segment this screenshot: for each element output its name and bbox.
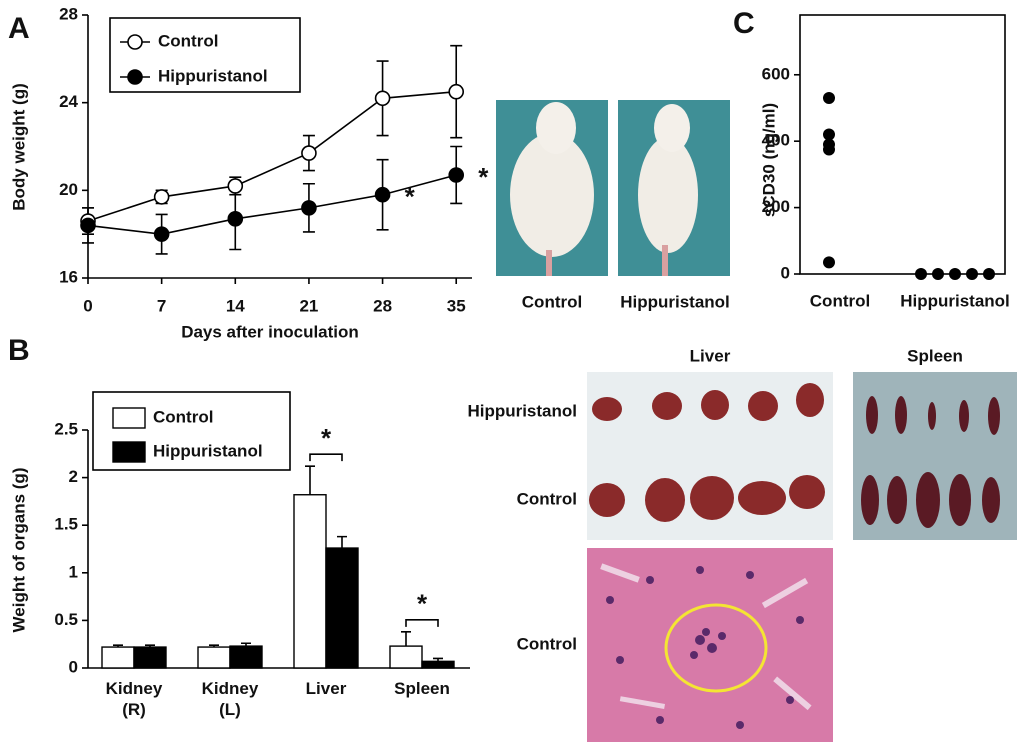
y-tick-label: 0.5	[54, 610, 78, 629]
x-tick-label: Spleen	[394, 679, 450, 698]
x-tick-label: 7	[157, 296, 166, 315]
data-point	[823, 92, 835, 105]
spleen-photo	[853, 372, 1017, 540]
legend-box	[92, 391, 291, 471]
x-tick-label: Control	[810, 291, 870, 310]
significance-bracket	[309, 453, 343, 462]
y-tick-label: 200	[762, 197, 790, 216]
y-tick-label: 1.5	[54, 515, 78, 534]
photo-label: Control	[522, 292, 582, 311]
data-point	[448, 167, 465, 183]
y-tick-label: 400	[762, 131, 790, 150]
error-bar	[401, 631, 411, 647]
data-point	[823, 256, 835, 269]
y-tick-label: 20	[59, 180, 78, 199]
data-point	[448, 83, 465, 100]
data-point	[374, 90, 391, 107]
legend-marker	[127, 69, 143, 85]
y-tick-label: 2	[69, 467, 78, 486]
x-tick-label: Kidney (L)	[201, 679, 259, 719]
panel-label: C	[733, 7, 755, 40]
error-bar	[305, 465, 315, 495]
x-tick-label: Kidney (R)	[105, 679, 163, 719]
x-tick-label: 28	[373, 296, 392, 315]
x-tick-label: 14	[226, 296, 245, 315]
x-tick-label: 0	[83, 296, 92, 315]
data-point	[983, 268, 995, 280]
x-tick-label: 35	[447, 296, 466, 315]
bar	[229, 645, 263, 669]
y-tick-label: 2.5	[54, 419, 78, 438]
panel-label: A	[8, 12, 30, 45]
data-point	[823, 128, 835, 141]
significance-bracket	[405, 619, 439, 627]
legend-label: Hippuristanol	[153, 441, 263, 460]
data-point	[949, 268, 961, 280]
photo-header: Liver	[690, 346, 731, 365]
y-axis-label: Body weight (g)	[9, 83, 28, 210]
photo-row-label: Control	[517, 489, 577, 508]
legend-swatch	[112, 407, 146, 429]
y-tick-label: 0	[781, 263, 790, 282]
y-axis-label: Weight of organs (g)	[9, 468, 28, 633]
error-bar	[337, 535, 347, 549]
data-point	[80, 217, 96, 234]
bar	[293, 494, 327, 669]
significance-mark: *	[417, 589, 428, 619]
data-point	[966, 268, 978, 280]
histology-photo	[587, 548, 833, 742]
data-point	[301, 145, 317, 161]
mouse-photo	[618, 100, 730, 276]
legend-label: Control	[158, 31, 218, 50]
data-point	[227, 211, 244, 227]
photo-header: Spleen	[907, 346, 963, 365]
mouse-photo	[496, 100, 608, 276]
liver-photo	[587, 372, 833, 540]
data-point	[153, 226, 170, 242]
y-tick-label: 16	[59, 267, 78, 286]
data-point	[932, 268, 944, 280]
y-tick-label: 24	[59, 92, 78, 111]
legend-marker	[127, 34, 143, 50]
x-tick-label: Liver	[305, 679, 347, 698]
y-axis-label: sCD30 (ng/ml)	[759, 103, 778, 217]
bar	[133, 646, 167, 669]
data-point	[823, 143, 835, 156]
series-line	[87, 174, 457, 235]
data-point	[374, 186, 391, 203]
legend-label: Control	[153, 407, 213, 426]
photo-label: Hippuristanol	[620, 292, 730, 311]
bar	[389, 645, 423, 669]
y-tick-label: 28	[59, 4, 78, 23]
photo-row-label: Control	[517, 634, 577, 653]
data-point	[227, 178, 244, 194]
data-point	[915, 268, 927, 280]
legend-swatch	[112, 441, 146, 463]
y-tick-label: 1	[69, 562, 78, 581]
y-tick-label: 0	[69, 657, 78, 676]
bar	[325, 547, 359, 669]
photo-row-label: Hippuristanol	[467, 401, 577, 420]
legend-box	[109, 17, 301, 93]
y-tick-label: 600	[762, 64, 790, 83]
bar	[197, 646, 231, 669]
x-tick-label: 21	[299, 296, 318, 315]
significance-mark: *	[405, 182, 416, 212]
panel-label: B	[8, 334, 30, 367]
series-line	[87, 90, 457, 222]
data-point	[301, 200, 317, 216]
bar	[421, 660, 455, 669]
bar	[101, 646, 135, 669]
legend-label: Hippuristanol	[158, 66, 268, 85]
x-axis-label: Days after inoculation	[181, 322, 359, 341]
plot-frame	[799, 14, 1006, 275]
data-point	[153, 189, 170, 205]
significance-mark: *	[478, 162, 489, 192]
x-tick-label: Hippuristanol	[900, 291, 1010, 310]
significance-mark: *	[321, 423, 332, 453]
